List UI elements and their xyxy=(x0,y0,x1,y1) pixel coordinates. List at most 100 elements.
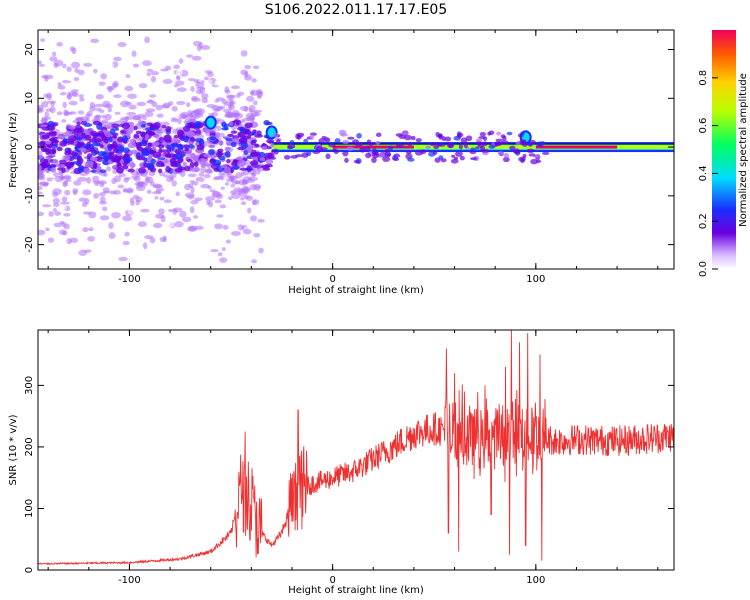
spectrogram-cell xyxy=(458,143,463,150)
spectrogram-cell xyxy=(214,223,223,230)
spectrogram-cell xyxy=(203,153,210,158)
spectrogram-cell xyxy=(249,90,255,96)
spectrogram-cell xyxy=(109,128,116,135)
spectrogram-cell xyxy=(103,190,110,194)
spectrogram-cell xyxy=(142,149,152,155)
spectrogram-cell xyxy=(184,192,195,198)
spectrogram-cell xyxy=(193,166,200,173)
colorbar-tick-label: 0.6 xyxy=(698,118,709,134)
spectrogram-cell xyxy=(171,180,177,187)
spectrogram-cell xyxy=(248,104,256,112)
spectrogram-cell xyxy=(99,144,104,149)
spectrogram-cell xyxy=(198,172,205,177)
spectrogram-cell xyxy=(81,132,86,139)
spectrogram-cell xyxy=(46,92,52,99)
snr-xtick-label: -100 xyxy=(118,575,141,586)
spectrogram-cell xyxy=(48,132,57,137)
spectrogram-cell xyxy=(371,152,380,159)
spectrogram-cell xyxy=(214,199,222,204)
spectrogram-cell xyxy=(469,150,477,155)
spectrogram-cell xyxy=(140,131,146,138)
spectrogram-cell xyxy=(393,153,401,158)
spectrogram-cell xyxy=(318,138,325,144)
spectrogram-cell xyxy=(158,168,163,174)
spectrogram-cell xyxy=(90,169,97,173)
spectrogram-cell xyxy=(459,155,465,161)
spectrogram-cell xyxy=(241,187,251,194)
spectrogram-cell xyxy=(113,158,120,162)
spectrogram-line-core xyxy=(332,145,414,149)
spectrogram-cell xyxy=(70,89,80,93)
spectrogram-cell xyxy=(253,84,259,91)
spectrogram-cell xyxy=(75,136,83,141)
spectrogram-cell xyxy=(106,85,116,91)
spectrogram-cell xyxy=(530,158,539,165)
spectrogram-cell xyxy=(119,159,125,164)
spectrogram-cell xyxy=(38,154,44,159)
spectrogram-cell xyxy=(214,79,220,86)
spectrogram-cell xyxy=(196,128,201,135)
spectrogram-marks xyxy=(38,36,674,264)
spectrogram-cell xyxy=(78,197,87,202)
spectrogram-cell xyxy=(52,203,60,207)
spectrogram-cell xyxy=(165,126,172,133)
spectrogram-cell xyxy=(38,150,43,156)
spectrogram-cell xyxy=(276,138,281,145)
spectrogram-cell xyxy=(101,151,110,158)
spectrogram-peak xyxy=(204,115,217,130)
spectrogram-cell xyxy=(77,69,85,76)
spectrogram-cell xyxy=(108,136,113,143)
spectrogram-cell xyxy=(105,166,111,172)
spectrogram-cell xyxy=(221,121,227,128)
spectrogram-cell xyxy=(219,105,226,110)
spectrogram-cell xyxy=(125,128,133,135)
spectrogram-cell xyxy=(83,249,92,253)
spectrogram-cell xyxy=(85,160,94,168)
spectrogram-cell xyxy=(309,134,315,140)
colorbar-tick-label: 0.4 xyxy=(698,165,709,181)
spectrogram-cell xyxy=(48,211,54,217)
spectrogram-cell xyxy=(49,163,57,168)
spectrogram-cell xyxy=(124,85,134,92)
spectrogram-cell xyxy=(410,135,416,141)
spectrogram-cell xyxy=(495,141,503,147)
spectrogram-cell xyxy=(83,123,93,127)
spectrogram-cell xyxy=(93,138,102,143)
spectrogram-cell xyxy=(56,111,63,116)
spectrogram-cell xyxy=(107,107,112,113)
spectrogram-cell xyxy=(240,171,245,177)
spectrogram-cell xyxy=(206,79,213,85)
spectrogram-cell xyxy=(52,197,60,205)
spectrogram-cell xyxy=(127,93,137,99)
spectrogram-cell xyxy=(196,144,205,151)
spectrogram-cell xyxy=(230,183,236,188)
spectrogram-cell xyxy=(47,237,55,243)
spectrogram-xtick-label: -100 xyxy=(118,274,141,285)
spectrogram-cell xyxy=(325,153,331,160)
spectrogram-cell xyxy=(429,142,437,147)
spectrogram-cell xyxy=(273,133,278,138)
spectrogram-cell xyxy=(513,148,520,154)
spectrogram-cell xyxy=(230,141,237,148)
spectrogram-cell xyxy=(75,143,84,148)
spectrogram-cell xyxy=(93,161,98,169)
spectrogram-cell xyxy=(146,122,153,127)
spectrogram-cell xyxy=(235,93,241,98)
spectrogram-cell xyxy=(264,163,273,168)
spectrogram-cell xyxy=(375,132,382,138)
spectrogram-cell xyxy=(83,62,93,67)
spectrogram-cell xyxy=(144,133,150,140)
spectrogram-cell xyxy=(114,127,119,131)
spectrogram-cell xyxy=(166,176,174,183)
spectrogram-cell xyxy=(188,77,196,82)
spectrogram-xtick-label: 0 xyxy=(329,274,335,285)
spectrogram-cell xyxy=(375,140,381,145)
spectrogram-cell xyxy=(495,138,504,142)
spectrogram-cell xyxy=(187,225,197,232)
spectrogram-cell xyxy=(61,196,68,203)
spectrogram-cell xyxy=(225,137,233,142)
spectrogram-cell xyxy=(99,215,110,221)
spectrogram-cell xyxy=(217,252,223,257)
spectrogram-cell xyxy=(108,151,115,156)
